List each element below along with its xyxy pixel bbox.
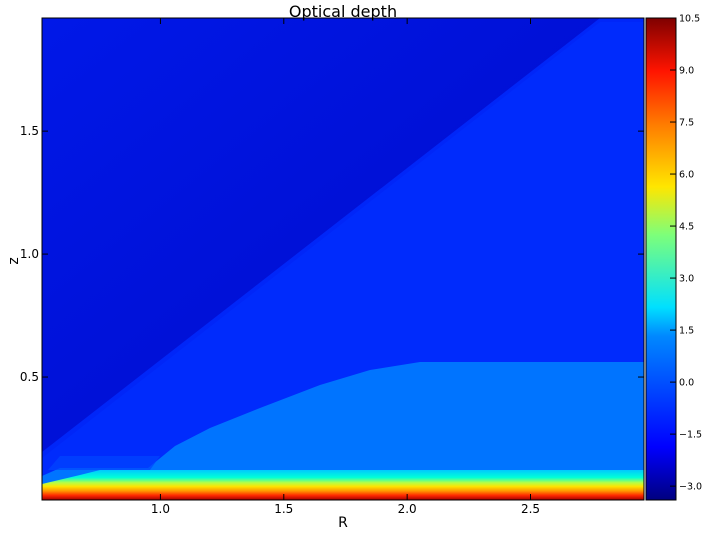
plot-frame: [41, 17, 645, 501]
y-ticks: 0.5 1.0 1.5: [20, 124, 644, 384]
colorbar-tick-label: 0.0: [679, 378, 694, 389]
colorbar-tick-label: 1.5: [679, 326, 694, 337]
colorbar-tick-label: 3.0: [679, 274, 694, 285]
colorbar-tick-label: −3.0: [679, 482, 702, 493]
colorbar-ticks: 10.5 9.0 7.5 6.0 4.5 3.0 1.5 0.0 −1.5 −3.0: [670, 14, 702, 493]
colorbar-tick-label: 4.5: [679, 222, 694, 233]
region-inner-step: [48, 456, 160, 470]
colorbar: 10.5 9.0 7.5 6.0 4.5 3.0 1.5 0.0 −1.5 −3.0: [645, 14, 702, 501]
colorbar-tick-label: 10.5: [679, 14, 700, 25]
heatmap: [42, 18, 644, 500]
region-midplane: [42, 470, 644, 500]
axes: 1.0 1.5 2.0 2.5 0.5 1.0 1.5: [20, 17, 645, 516]
y-tick-label: 1.5: [20, 124, 39, 138]
y-tick-label: 0.5: [20, 370, 39, 384]
colorbar-tick-label: 7.5: [679, 118, 694, 129]
x-tick-label: 1.0: [151, 502, 170, 516]
x-axis-label: R: [338, 515, 348, 529]
region-light-blue-layer: [42, 362, 644, 500]
y-axis-label: z: [6, 257, 22, 264]
x-ticks: 1.0 1.5 2.0 2.5: [151, 18, 540, 516]
colorbar-tick-label: 6.0: [679, 170, 694, 181]
colorbar-gradient: [645, 17, 677, 501]
y-tick-label: 1.0: [20, 247, 39, 261]
colorbar-tick-label: −1.5: [679, 430, 702, 441]
x-tick-label: 1.5: [274, 502, 293, 516]
chart-title: Optical depth: [289, 2, 397, 21]
colorbar-tick-label: 9.0: [679, 66, 694, 77]
x-tick-label: 2.0: [398, 502, 417, 516]
x-tick-label: 2.5: [521, 502, 540, 516]
